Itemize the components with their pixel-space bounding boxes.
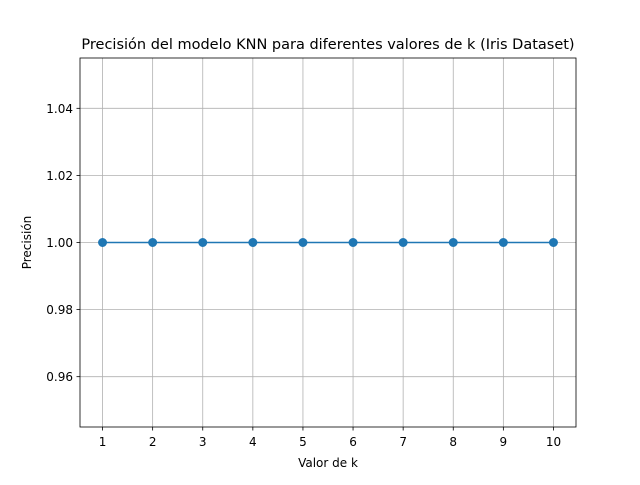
x-tick-label: 1 [99,435,107,449]
y-tick-label: 0.98 [46,303,73,317]
data-point [448,238,458,247]
data-point [348,238,358,247]
x-tick-label: 3 [199,435,207,449]
x-axis: 1 2 3 4 5 6 7 8 9 10 [99,427,561,449]
x-tick-label: 2 [149,435,157,449]
x-tick-label: 8 [449,435,457,449]
x-tick-label: 4 [249,435,257,449]
series-layer [98,238,558,247]
y-tick-label: 1.04 [46,102,73,116]
data-point [248,238,258,247]
x-tick-label: 7 [399,435,407,449]
data-point [198,238,208,247]
x-tick-label: 6 [349,435,357,449]
x-tick-label: 10 [546,435,561,449]
data-point [548,238,558,247]
y-tick-label: 1.00 [46,236,73,250]
data-point [298,238,308,247]
x-tick-label: 9 [500,435,508,449]
x-tick-label: 5 [299,435,307,449]
y-tick-label: 1.02 [46,169,73,183]
y-tick-label: 0.96 [46,370,73,384]
data-point [498,238,508,247]
data-point [398,238,408,247]
chart-title: Precisión del modelo KNN para diferentes… [81,37,574,53]
data-point [98,238,108,247]
y-axis: 0.96 0.98 1.00 1.02 1.04 [46,102,80,384]
x-axis-label: Valor de k [298,456,358,470]
data-point [148,238,158,247]
y-axis-label: Precisión [20,216,34,270]
